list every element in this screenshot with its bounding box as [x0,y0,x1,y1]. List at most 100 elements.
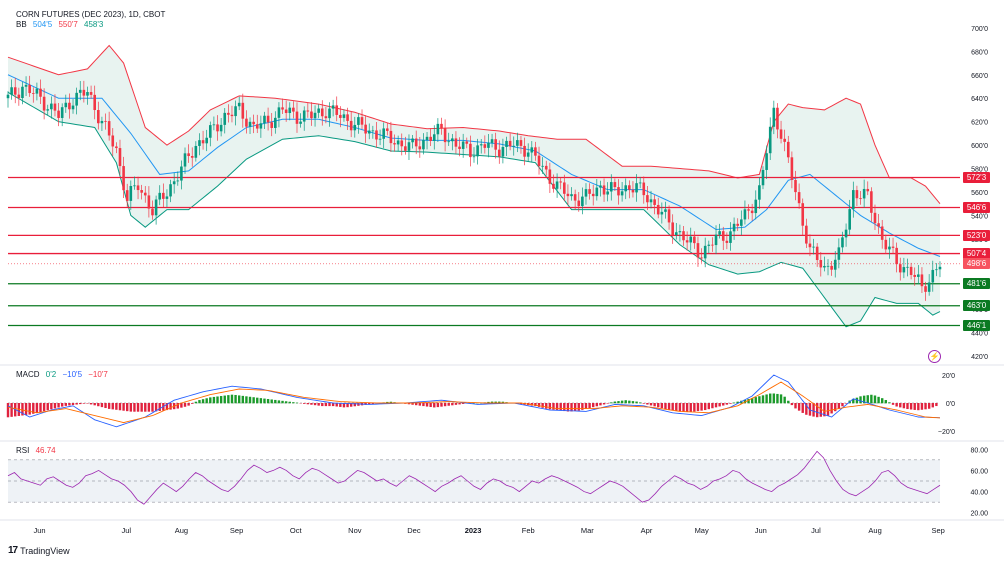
macd-histogram-bar [154,403,158,412]
candle-body [667,209,671,223]
candle-body [133,185,136,187]
macd-histogram-bar [837,403,841,409]
candle-body [35,88,39,94]
macd-histogram-bar [227,395,230,404]
candle-body [71,105,75,110]
candle-body [136,185,140,191]
candle-body [378,138,382,140]
tradingview-brand[interactable]: 17 TradingView [8,545,70,556]
macd-histogram-bar [371,403,375,405]
macd-histogram-bar [339,403,342,407]
candle-body [826,265,830,267]
macd-histogram-bar [613,401,617,404]
candle-body [75,92,78,106]
candle-body [573,194,577,201]
candle-body [837,247,841,260]
macd-histogram-bar [158,403,161,411]
candle-body [154,199,158,216]
macd-histogram-bar [328,403,331,407]
macd-tick-label: 0'0 [946,401,955,408]
macd-histogram-bar [86,403,89,404]
support-price-label: 481'6 [963,278,990,290]
macd-histogram-bar [519,403,523,405]
macd-histogram-bar [234,394,237,404]
rsi-legend: RSI 46.74 [16,446,60,455]
candle-body [320,108,324,117]
macd-histogram-bar [107,403,111,409]
candle-body [754,199,758,214]
candle-body [664,209,667,212]
candle-body [151,208,154,216]
candle-body [418,146,422,150]
candle-body [682,231,685,241]
candle-body [721,231,725,241]
macd-histogram-bar [534,403,537,407]
candle-body [805,225,808,244]
candle-body [508,140,512,147]
candle-body [461,141,465,149]
macd-histogram-bar [93,403,96,406]
candle-body [147,195,151,209]
macd-histogram-bar [902,403,906,409]
candle-body [563,182,566,194]
candle-body [855,190,859,199]
candle-body [31,93,35,94]
candle-body [187,153,190,157]
macd-histogram-bar [277,400,281,404]
macd-histogram-bar [573,403,577,411]
macd-histogram-bar [675,403,678,412]
candle-body [902,267,906,273]
macd-histogram-bar [548,403,552,410]
candle-body [180,166,183,181]
candle-body [389,130,393,144]
macd-histogram-bar [599,403,602,406]
macd-histogram-bar [317,403,320,406]
macd-histogram-bar [815,403,819,418]
macd-histogram-bar [584,403,588,409]
macd-histogram-bar [82,403,86,404]
macd-histogram-bar [230,394,234,404]
x-axis-label: Sep [931,526,944,535]
candle-body [172,181,176,185]
candle-body [451,138,454,142]
macd-histogram-bar [266,399,270,404]
candle-body [638,182,642,184]
candle-body [266,115,270,123]
x-axis-label: Aug [868,526,881,535]
candle-body [559,181,562,183]
tradingview-logo-icon: 17 [8,545,18,556]
macd-histogram-bar [570,403,573,412]
candle-body [86,92,89,96]
macd-histogram-bar [732,402,736,404]
resistance-price-label: 507'4 [963,248,990,260]
symbol-title: CORN FUTURES (DEC 2023), 1D, CBOT [16,10,169,19]
macd-histogram-bar [501,401,505,404]
lightning-icon[interactable]: ⚡ [928,350,941,363]
candle-body [234,106,237,117]
candle-body [201,140,205,144]
macd-histogram-bar [490,401,494,404]
macd-histogram-bar [577,403,580,411]
macd-histogram-bar [263,398,266,404]
macd-histogram-bar [844,403,848,404]
macd-histogram-bar [772,393,776,404]
candle-body [237,102,241,107]
bollinger-basis-line [7,74,941,257]
candle-body [118,148,122,167]
candle-body [414,138,418,147]
candle-body [411,138,414,143]
macd-histogram-bar [707,403,711,410]
macd-histogram-bar [28,403,31,415]
macd-histogram-bar [819,403,822,417]
rsi-tick-label: 20.00 [970,511,988,518]
candle-body [115,146,118,149]
macd-histogram-bar [725,403,729,405]
candle-body [526,152,530,157]
macd-histogram-bar [151,403,154,412]
candle-body [422,140,425,150]
candle-body [895,247,898,265]
candle-body [891,246,895,248]
macd-histogram-bar [754,397,757,404]
macd-histogram-bar [349,403,353,407]
